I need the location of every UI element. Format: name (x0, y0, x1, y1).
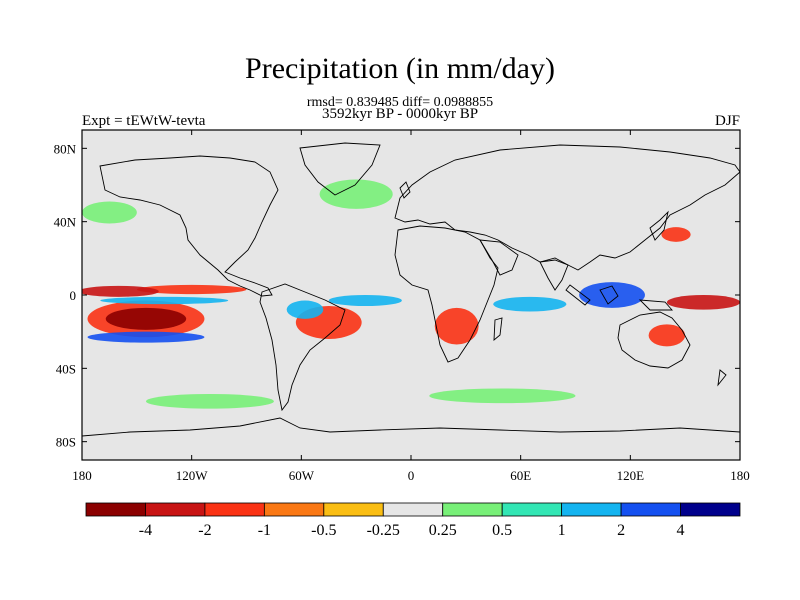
lon-tick-label: 120E (617, 468, 645, 483)
anomaly-atlantic-wet (328, 295, 402, 306)
lon-tick-label: 180 (72, 468, 92, 483)
colorbar-label: -1 (258, 522, 271, 539)
colorbar-swatch (620, 502, 681, 517)
colorbar-label: 1 (558, 522, 566, 539)
stats-line: rmsd= 0.839485 diff= 0.0988855 (306, 95, 494, 110)
coast-sumatra (565, 284, 591, 306)
period-line: 3592kyr BP - 0000kyr BP (321, 106, 479, 122)
coast-arabia (479, 239, 519, 276)
coast-madagascar (493, 317, 503, 342)
coast-greenland (299, 142, 381, 196)
colorbar-label: 0.5 (492, 522, 512, 539)
colorbar-swatch (501, 502, 563, 517)
lat-tick-label: 0 (70, 288, 77, 303)
anomaly-s-pacific-dry (105, 307, 187, 330)
coastlines (82, 142, 740, 437)
colorbar: -4 -2 -1 -0.5 -0.25 0.25 0.5 1 2 4 (85, 502, 741, 539)
anomaly-s-pacific-wet (87, 331, 205, 343)
colorbar-swatch (204, 502, 265, 517)
colorbar-swatch (323, 502, 384, 517)
colorbar-swatch (85, 502, 146, 517)
anomaly-n-australia-dry (648, 324, 686, 347)
lon-tick-label: 0 (408, 468, 415, 483)
colorbar-label: 4 (677, 522, 685, 539)
colorbar-swatch (263, 502, 325, 517)
season-label: DJF (714, 113, 740, 129)
lon-tick-label: 120W (176, 468, 209, 483)
anomaly-w-pacific-dry (666, 295, 740, 310)
lon-tick-label: 60E (510, 468, 531, 483)
coast-eurasia (394, 144, 740, 271)
colorbar-label: 2 (617, 522, 625, 539)
map-panel (81, 129, 741, 461)
coast-japan (649, 210, 669, 241)
lat-tick-label: 40N (54, 215, 77, 230)
anomaly-n-pacific-dry (82, 285, 159, 297)
anomaly-amazon-wet (286, 300, 324, 319)
colorbar-label: -4 (139, 522, 152, 539)
figure-title: Precipitation (in mm/day) (245, 52, 555, 85)
lon-tick-label: 180 (730, 468, 750, 483)
anomaly-pacific-wet-north (100, 296, 229, 305)
anomaly-japan-dry (661, 227, 691, 242)
colorbar-label: -0.25 (367, 522, 400, 539)
map-axes: 180 120W 60W 0 60E 120E 180 80N 40N 0 40S 80S (54, 130, 750, 483)
coast-british-isles (399, 181, 411, 199)
coast-new-guinea (638, 299, 673, 311)
anomaly-indian-wet (493, 296, 567, 312)
colorbar-label: 0.25 (429, 522, 457, 539)
colorbar-label: -0.5 (311, 522, 336, 539)
colorbar-swatch (561, 502, 622, 517)
colorbar-swatch (680, 502, 741, 517)
colorbar-swatch (145, 502, 206, 517)
anomaly-maritime-wet (579, 282, 645, 308)
anomaly-n-pacific-wet (82, 201, 137, 224)
lon-tick-label: 60W (289, 468, 315, 483)
anomaly-layer (82, 179, 740, 409)
anomaly-s-ocean-wet-2 (429, 388, 576, 404)
coast-south-america (259, 283, 346, 412)
coast-africa (394, 225, 499, 363)
experiment-label: Expt = tEWtW-tevta (82, 113, 206, 129)
colorbar-swatch (382, 502, 444, 517)
coast-antarctica (82, 417, 740, 437)
coast-borneo (599, 285, 619, 305)
lat-tick-label: 40S (56, 361, 76, 376)
lat-tick-label: 80S (56, 435, 76, 450)
anomaly-n-pacific-dry-2 (136, 284, 247, 295)
colorbar-label: -2 (198, 522, 211, 539)
coast-north-america (99, 155, 279, 297)
anomaly-n-atlantic-wet (319, 179, 393, 209)
lat-tick-label: 80N (54, 141, 77, 156)
anomaly-s-africa-dry (434, 307, 479, 345)
colorbar-swatch (442, 502, 503, 517)
coast-india (539, 259, 569, 291)
coast-australia (617, 311, 691, 369)
coast-new-zealand (717, 369, 727, 387)
anomaly-s-ocean-wet-1 (145, 394, 274, 409)
